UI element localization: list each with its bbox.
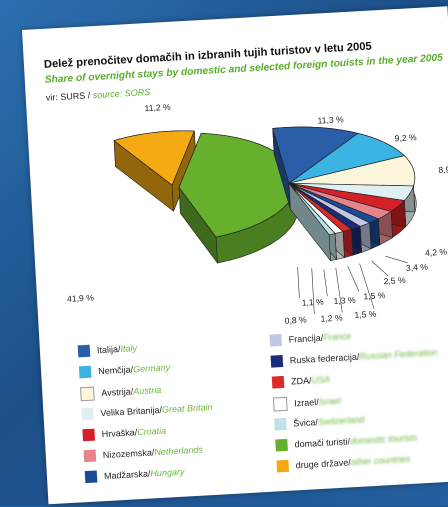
legend-label-en: Austria bbox=[132, 384, 162, 397]
legend-label-en: Italy bbox=[120, 343, 138, 354]
legend-label-en: Switzerland bbox=[317, 414, 365, 428]
legend-item: ZDA / USA bbox=[271, 373, 331, 389]
legend-swatch bbox=[275, 438, 288, 452]
label-leader-line bbox=[347, 266, 360, 292]
legend-label: Ruska federacija bbox=[289, 351, 358, 366]
data-label: 1,5 % bbox=[354, 309, 377, 320]
data-label: 1,2 % bbox=[320, 313, 343, 324]
legend-label: ZDA bbox=[290, 375, 310, 387]
pie-slice bbox=[288, 183, 380, 224]
data-label: 0,8 % bbox=[284, 315, 307, 326]
legend-swatch bbox=[270, 354, 284, 368]
legend-swatch bbox=[269, 333, 283, 347]
legend-label-en: Croatia bbox=[136, 425, 167, 438]
pie-slice bbox=[288, 182, 392, 220]
pie-slice bbox=[272, 126, 359, 184]
data-label: 4,2 % bbox=[425, 247, 448, 258]
legend-label-en: Germany bbox=[132, 362, 171, 375]
legend-swatch bbox=[82, 428, 96, 442]
legend-label: Nizozemska bbox=[102, 447, 153, 461]
legend-swatch bbox=[274, 417, 287, 431]
legend-label-en: domestic tourists bbox=[349, 432, 418, 447]
legend-label: domači turisti bbox=[294, 436, 348, 450]
legend-label: Madžarska bbox=[103, 468, 149, 482]
legend-label-en: Hungary bbox=[150, 466, 185, 479]
legend-label-en: other countries bbox=[350, 454, 411, 468]
legend-label: Italija bbox=[96, 344, 119, 356]
pie-chart: 11,3 % 9,2 % 8,9 % 4,2 % 3,4 %2,5 % 1,5 % 1,3 … bbox=[67, 102, 448, 326]
legend-item: Nizozemska / Netherlands bbox=[83, 444, 204, 463]
legend-swatch bbox=[81, 407, 94, 421]
legend-label: Hrvaška bbox=[101, 427, 135, 440]
data-label: 41,9 % bbox=[67, 292, 95, 303]
pie-slice bbox=[288, 155, 416, 187]
label-leader-line bbox=[311, 268, 315, 315]
legend-item: Madžarska / Hungary bbox=[84, 466, 185, 484]
legend-item: Velika Britanija / Great Britain bbox=[81, 401, 213, 421]
legend-label: Izrael bbox=[293, 397, 317, 409]
legend-item: Nemčija / Germany bbox=[78, 361, 171, 379]
legend-item: Izrael / Israel bbox=[272, 394, 342, 412]
label-leader-line bbox=[359, 263, 375, 309]
legend-label-en: Netherlands bbox=[154, 444, 204, 458]
pie-slice bbox=[288, 183, 371, 227]
source-prefix: vir: SURS / bbox=[45, 90, 94, 103]
legend-label-en: Israel bbox=[318, 395, 342, 408]
data-label: 2,5 % bbox=[383, 275, 406, 286]
document-page: Delež prenočitev domačih in izbranih tuj… bbox=[22, 6, 448, 505]
data-label: 11,3 % bbox=[317, 114, 344, 125]
data-label: 1,1 % bbox=[301, 297, 324, 308]
data-label: 3,4 % bbox=[406, 262, 429, 273]
legend-label-en: Great Britain bbox=[161, 401, 213, 415]
pie-slice bbox=[288, 183, 361, 230]
chart-legend: Italija / Italy Nemčija / Germany Avstrija… bbox=[77, 324, 448, 505]
pie-slice bbox=[113, 130, 195, 186]
label-leader-line bbox=[297, 266, 300, 298]
source-en: source: SORS bbox=[92, 86, 151, 101]
legend-swatch bbox=[84, 470, 98, 484]
legend-label-en: France bbox=[322, 331, 352, 343]
legend-item: Hrvaška / Croatia bbox=[82, 425, 166, 442]
data-label: 8,9 % bbox=[438, 164, 448, 175]
data-label: 1,3 % bbox=[333, 295, 356, 306]
legend-item: Ruska federacija / Russian Federation bbox=[270, 346, 438, 368]
legend-label: druge države bbox=[295, 457, 349, 471]
legend-label: Avstrija bbox=[101, 386, 131, 399]
legend-swatch bbox=[80, 386, 95, 402]
chart-source: vir: SURS / source: SORS bbox=[46, 87, 151, 103]
legend-label-en: Russian Federation bbox=[359, 347, 438, 362]
data-label: 1,5 % bbox=[363, 290, 386, 301]
label-leader-line bbox=[385, 255, 408, 264]
legend-swatch bbox=[77, 344, 91, 358]
legend-swatch bbox=[83, 449, 97, 463]
legend-item: druge države / other countries bbox=[276, 453, 411, 473]
legend-swatch bbox=[271, 375, 285, 389]
pie-slice bbox=[288, 132, 405, 184]
legend-label-en: USA bbox=[311, 374, 331, 386]
legend-label: Nemčija bbox=[97, 364, 131, 377]
legend-swatch bbox=[272, 396, 288, 412]
legend-swatch bbox=[276, 459, 290, 473]
pie-slice bbox=[288, 183, 353, 232]
legend-label: Francija bbox=[288, 332, 321, 345]
pie-slice bbox=[288, 183, 336, 236]
pie-slice bbox=[288, 182, 406, 212]
pie-slice bbox=[288, 183, 344, 234]
label-leader-line bbox=[335, 267, 343, 313]
legend-item: Avstrija / Austria bbox=[80, 383, 162, 402]
label-leader-line bbox=[323, 269, 328, 297]
legend-item: Italija / Italy bbox=[77, 342, 138, 358]
label-leader-line bbox=[371, 260, 389, 277]
legend-swatch bbox=[78, 365, 92, 379]
data-label: 11,2 % bbox=[144, 102, 171, 113]
legend-label: Velika Britanija bbox=[100, 404, 160, 419]
legend-item: domači turisti / domestic tourists bbox=[275, 432, 418, 452]
data-label: 9,2 % bbox=[394, 132, 417, 143]
legend-item: Švica / Switzerland bbox=[274, 414, 365, 431]
legend-label: Švica bbox=[293, 417, 316, 429]
